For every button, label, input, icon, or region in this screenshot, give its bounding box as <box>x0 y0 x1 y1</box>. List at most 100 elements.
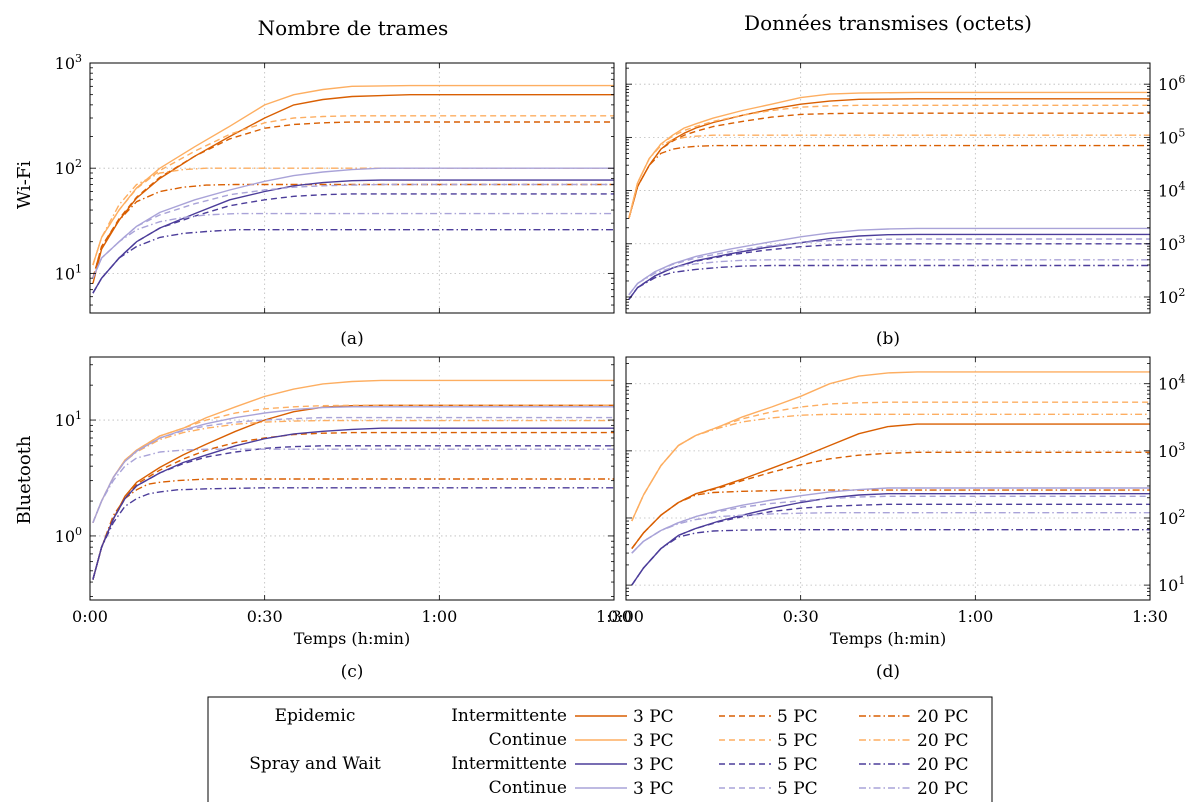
series-line-epidemic-continue-5-pc <box>631 401 1150 522</box>
series-line-spray-and-wait-continue-20-pc <box>631 512 1150 554</box>
y-tick-label: 106 <box>1158 73 1185 94</box>
legend-entry-label: 5 PC <box>777 779 818 799</box>
legend-entry-label: 20 PC <box>917 707 968 727</box>
chart-panel-d: 101 102 103 104 0:00 0:30 1:00 1:30 Temps (h:min… <box>608 356 1185 648</box>
legend-entry-label: 20 PC <box>917 755 968 775</box>
y-tick-label: 103 <box>1158 233 1185 254</box>
series-line-spray-and-wait-intermittente-20-pc <box>628 264 1150 300</box>
series-line-spray-and-wait-intermittente-20-pc <box>631 529 1150 586</box>
series-line-epidemic-intermittente-20-pc <box>628 144 1150 219</box>
caption-c: (c) <box>341 662 364 682</box>
caption-b: (b) <box>876 329 900 349</box>
series-line-spray-and-wait-continue-20-pc <box>92 448 614 523</box>
series-line-spray-and-wait-intermittente-20-pc <box>92 487 614 580</box>
y-tick-label: 100 <box>55 525 82 546</box>
series-line-epidemic-continue-5-pc <box>628 104 1150 219</box>
series-line-spray-and-wait-continue-5-pc <box>92 416 614 523</box>
series-line-epidemic-continue-3-pc <box>92 379 614 523</box>
caption-a: (a) <box>340 329 363 349</box>
y-tick-label: 104 <box>1158 373 1185 394</box>
chart-panel-b: 102 103 104 105 106 <box>625 62 1185 314</box>
series-line-spray-and-wait-intermittente-20-pc <box>92 228 614 294</box>
series-line-epidemic-intermittente-5-pc <box>631 451 1150 550</box>
legend-entry-label: 20 PC <box>917 731 968 751</box>
series-line-spray-and-wait-intermittente-5-pc <box>92 445 614 580</box>
x-axis-label: Temps (h:min) <box>294 629 410 648</box>
x-tick-label: 1:30 <box>596 607 632 626</box>
row-label-wifi: Wi-Fi <box>14 161 35 210</box>
legend-entry-label: 5 PC <box>777 755 818 775</box>
series-line-spray-and-wait-continue-5-pc <box>628 238 1150 296</box>
y-tick-label: 104 <box>1158 180 1185 201</box>
x-tick-label: 0:30 <box>783 607 819 626</box>
legend-mode-4: Continue <box>489 778 567 798</box>
series-line-spray-and-wait-continue-3-pc <box>631 487 1150 554</box>
chart-panel-c: 100 101 0:00 0:30 1:00 1:30 Temps (h:min) <box>55 356 632 648</box>
legend-entry-label: 3 PC <box>633 707 674 727</box>
row-label-bluetooth: Bluetooth <box>14 435 35 524</box>
series-line-epidemic-continue-5-pc <box>92 404 614 523</box>
y-tick-label: 101 <box>1158 574 1185 595</box>
series-line-spray-and-wait-intermittente-3-pc <box>631 493 1150 586</box>
y-tick-label: 105 <box>1158 126 1185 147</box>
x-axis-label: Temps (h:min) <box>830 629 946 648</box>
x-tick-label: 1:00 <box>421 607 457 626</box>
series-line-spray-and-wait-continue-5-pc <box>92 183 614 279</box>
series-line-epidemic-continue-3-pc <box>628 91 1150 219</box>
plot-frame <box>625 356 1151 601</box>
series-line-epidemic-intermittente-5-pc <box>92 431 614 580</box>
legend-mode-1: Intermittente <box>451 706 567 726</box>
y-tick-label: 102 <box>1158 286 1185 307</box>
y-tick-label: 102 <box>1158 507 1185 528</box>
plot-frame <box>89 356 615 601</box>
series-line-epidemic-continue-20-pc <box>631 413 1150 522</box>
legend-entry-label: 5 PC <box>777 731 818 751</box>
plot-frame <box>625 62 1151 314</box>
legend-entry-label: 3 PC <box>633 755 674 775</box>
series-line-epidemic-intermittente-5-pc <box>92 121 614 279</box>
column-title-frames: Nombre de trames <box>258 16 449 40</box>
legend: Epidemic Spray and Wait Intermittente Co… <box>207 696 993 802</box>
x-tick-label: 0:00 <box>72 607 108 626</box>
series-line-epidemic-intermittente-3-pc <box>92 404 614 580</box>
series-line-spray-and-wait-continue-3-pc <box>92 406 614 523</box>
y-tick-label: 102 <box>55 157 82 178</box>
series-line-epidemic-continue-20-pc <box>92 167 614 266</box>
legend-box <box>207 696 993 802</box>
legend-entry-label: 20 PC <box>917 779 968 799</box>
series-line-epidemic-continue-20-pc <box>628 134 1150 219</box>
legend-protocol-spray: Spray and Wait <box>249 754 381 774</box>
chart-panel-a: 101 102 103 <box>55 52 615 314</box>
y-tick-label: 103 <box>1158 440 1185 461</box>
x-tick-label: 0:30 <box>247 607 283 626</box>
series-line-epidemic-continue-3-pc <box>631 371 1150 522</box>
series-line-spray-and-wait-intermittente-3-pc <box>92 427 614 580</box>
column-title-bytes: Données transmises (octets) <box>744 11 1032 35</box>
series-line-epidemic-intermittente-20-pc <box>92 478 614 580</box>
legend-entry-label: 3 PC <box>633 731 674 751</box>
x-tick-label: 1:30 <box>1132 607 1168 626</box>
legend-entry-label: 5 PC <box>777 707 818 727</box>
y-tick-label: 101 <box>55 409 82 430</box>
series-line-epidemic-intermittente-20-pc <box>92 183 614 279</box>
x-tick-label: 1:00 <box>957 607 993 626</box>
x-tick-label: 0:00 <box>608 607 644 626</box>
series-line-spray-and-wait-intermittente-5-pc <box>628 243 1150 300</box>
y-tick-label: 101 <box>55 262 82 283</box>
series-line-spray-and-wait-intermittente-5-pc <box>631 503 1150 586</box>
y-tick-label: 103 <box>55 52 82 73</box>
series-line-epidemic-continue-5-pc <box>92 115 614 266</box>
series-line-spray-and-wait-intermittente-3-pc <box>92 179 614 294</box>
plot-frame <box>89 62 615 314</box>
legend-protocol-epidemic: Epidemic <box>275 706 356 726</box>
series-line-epidemic-continue-20-pc <box>92 419 614 523</box>
caption-d: (d) <box>876 662 900 682</box>
series-line-epidemic-intermittente-20-pc <box>631 489 1150 550</box>
series-line-epidemic-intermittente-5-pc <box>628 112 1150 219</box>
legend-mode-2: Continue <box>489 730 567 750</box>
series-line-epidemic-continue-3-pc <box>92 84 614 266</box>
series-line-epidemic-intermittente-3-pc <box>628 98 1150 219</box>
legend-samples: 3 PC 5 PC 20 PC 3 PC 5 PC 20 PC 3 PC 5 PC 20 PC 3… <box>575 707 968 799</box>
legend-entry-label: 3 PC <box>633 779 674 799</box>
